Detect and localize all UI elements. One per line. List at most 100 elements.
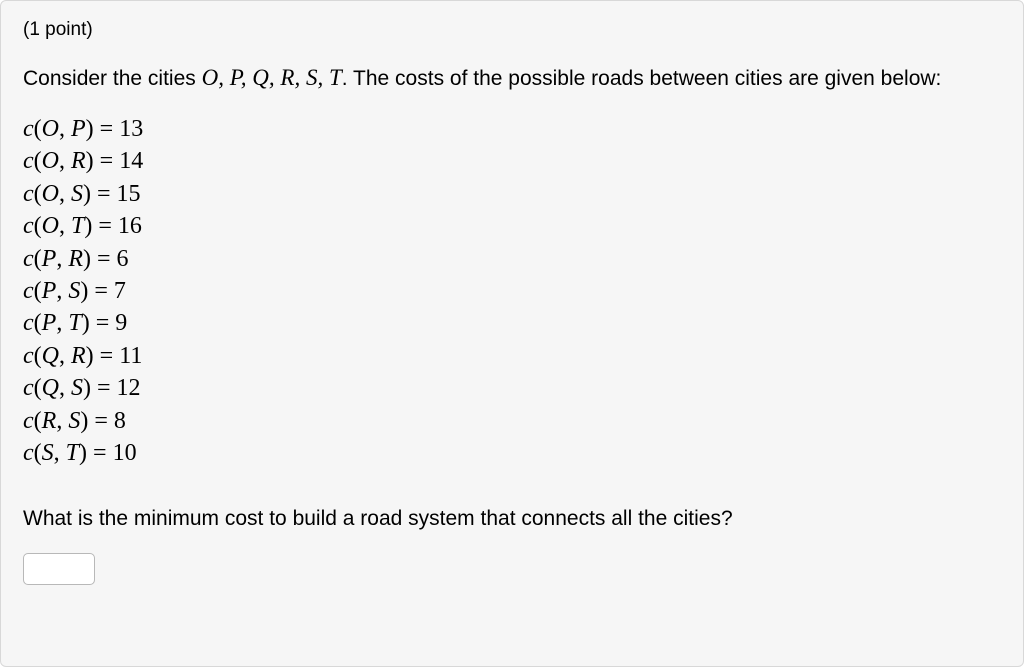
cost-line: c(P, R)=6 (23, 243, 1001, 275)
cost-value: 15 (117, 181, 141, 207)
equals-sign: = (98, 213, 112, 239)
open-paren: ( (34, 310, 42, 336)
cost-city-a: O (42, 116, 59, 142)
problem-container: (1 point) Consider the cities O, P, Q, R… (0, 0, 1024, 667)
cost-func: c (23, 148, 34, 174)
cost-value: 16 (118, 213, 142, 239)
cost-city-a: P (42, 278, 57, 304)
open-paren: ( (34, 343, 42, 369)
open-paren: ( (34, 213, 42, 239)
close-paren: ) (83, 181, 91, 207)
cost-city-a: R (42, 408, 57, 434)
cities-list: O, P, Q, R, S, T (202, 65, 342, 90)
intro-suffix: . The costs of the possible roads betwee… (342, 67, 942, 90)
close-paren: ) (80, 278, 88, 304)
cost-func: c (23, 116, 34, 142)
costs-list: c(O, P)=13c(O, R)=14c(O, S)=15c(O, T)=16… (23, 113, 1001, 469)
comma: , (59, 213, 71, 239)
equals-sign: = (93, 440, 107, 466)
cost-value: 10 (113, 440, 137, 466)
cost-func: c (23, 213, 34, 239)
cost-value: 9 (115, 310, 127, 336)
open-paren: ( (34, 278, 42, 304)
open-paren: ( (34, 116, 42, 142)
question-text: What is the minimum cost to build a road… (23, 507, 1001, 531)
cost-city-a: P (42, 246, 57, 272)
cost-value: 6 (117, 246, 129, 272)
cost-value: 12 (117, 375, 141, 401)
equals-sign: = (100, 116, 114, 142)
close-paren: ) (83, 246, 91, 272)
cost-city-a: Q (42, 375, 59, 401)
answer-input[interactable] (23, 553, 95, 585)
cost-func: c (23, 440, 34, 466)
cost-line: c(P, S)=7 (23, 275, 1001, 307)
close-paren: ) (79, 440, 87, 466)
cost-city-b: T (68, 310, 81, 336)
close-paren: ) (86, 116, 94, 142)
intro-text: Consider the cities O, P, Q, R, S, T. Th… (23, 65, 1001, 91)
open-paren: ( (34, 408, 42, 434)
comma: , (56, 246, 68, 272)
close-paren: ) (84, 213, 92, 239)
cost-value: 11 (119, 343, 142, 369)
equals-sign: = (96, 310, 110, 336)
cost-func: c (23, 343, 34, 369)
comma: , (59, 375, 71, 401)
cost-city-b: S (71, 181, 83, 207)
equals-sign: = (94, 278, 108, 304)
comma: , (56, 278, 68, 304)
comma: , (54, 440, 66, 466)
equals-sign: = (100, 148, 114, 174)
open-paren: ( (34, 181, 42, 207)
intro-prefix: Consider the cities (23, 67, 202, 90)
close-paren: ) (86, 343, 94, 369)
cost-func: c (23, 181, 34, 207)
cost-line: c(R, S)=8 (23, 405, 1001, 437)
comma: , (56, 408, 68, 434)
equals-sign: = (97, 181, 111, 207)
cost-func: c (23, 246, 34, 272)
cost-func: c (23, 310, 34, 336)
cost-line: c(S, T)=10 (23, 437, 1001, 469)
cost-line: c(O, P)=13 (23, 113, 1001, 145)
cost-line: c(Q, S)=12 (23, 372, 1001, 404)
cost-city-a: O (42, 148, 59, 174)
cost-city-b: S (71, 375, 83, 401)
points-label: (1 point) (23, 19, 1001, 41)
cost-city-b: T (66, 440, 79, 466)
comma: , (59, 343, 71, 369)
cost-line: c(P, T)=9 (23, 307, 1001, 339)
cost-func: c (23, 375, 34, 401)
cost-city-b: R (71, 343, 86, 369)
comma: , (59, 181, 71, 207)
cost-value: 14 (119, 148, 143, 174)
close-paren: ) (86, 148, 94, 174)
equals-sign: = (100, 343, 114, 369)
cost-city-b: R (68, 246, 83, 272)
cost-value: 8 (114, 408, 126, 434)
cost-func: c (23, 408, 34, 434)
cost-value: 7 (114, 278, 126, 304)
close-paren: ) (80, 408, 88, 434)
cost-func: c (23, 278, 34, 304)
cost-city-b: T (71, 213, 84, 239)
comma: , (59, 148, 71, 174)
open-paren: ( (34, 148, 42, 174)
comma: , (56, 310, 68, 336)
cost-city-b: S (68, 278, 80, 304)
close-paren: ) (83, 375, 91, 401)
comma: , (59, 116, 71, 142)
close-paren: ) (82, 310, 90, 336)
open-paren: ( (34, 440, 42, 466)
cost-city-a: O (42, 181, 59, 207)
cost-line: c(O, S)=15 (23, 178, 1001, 210)
cost-city-a: Q (42, 343, 59, 369)
cost-line: c(O, R)=14 (23, 145, 1001, 177)
cost-city-b: R (71, 148, 86, 174)
cost-city-a: S (42, 440, 54, 466)
cost-city-b: P (71, 116, 86, 142)
cost-line: c(Q, R)=11 (23, 340, 1001, 372)
cost-city-a: O (42, 213, 59, 239)
open-paren: ( (34, 375, 42, 401)
